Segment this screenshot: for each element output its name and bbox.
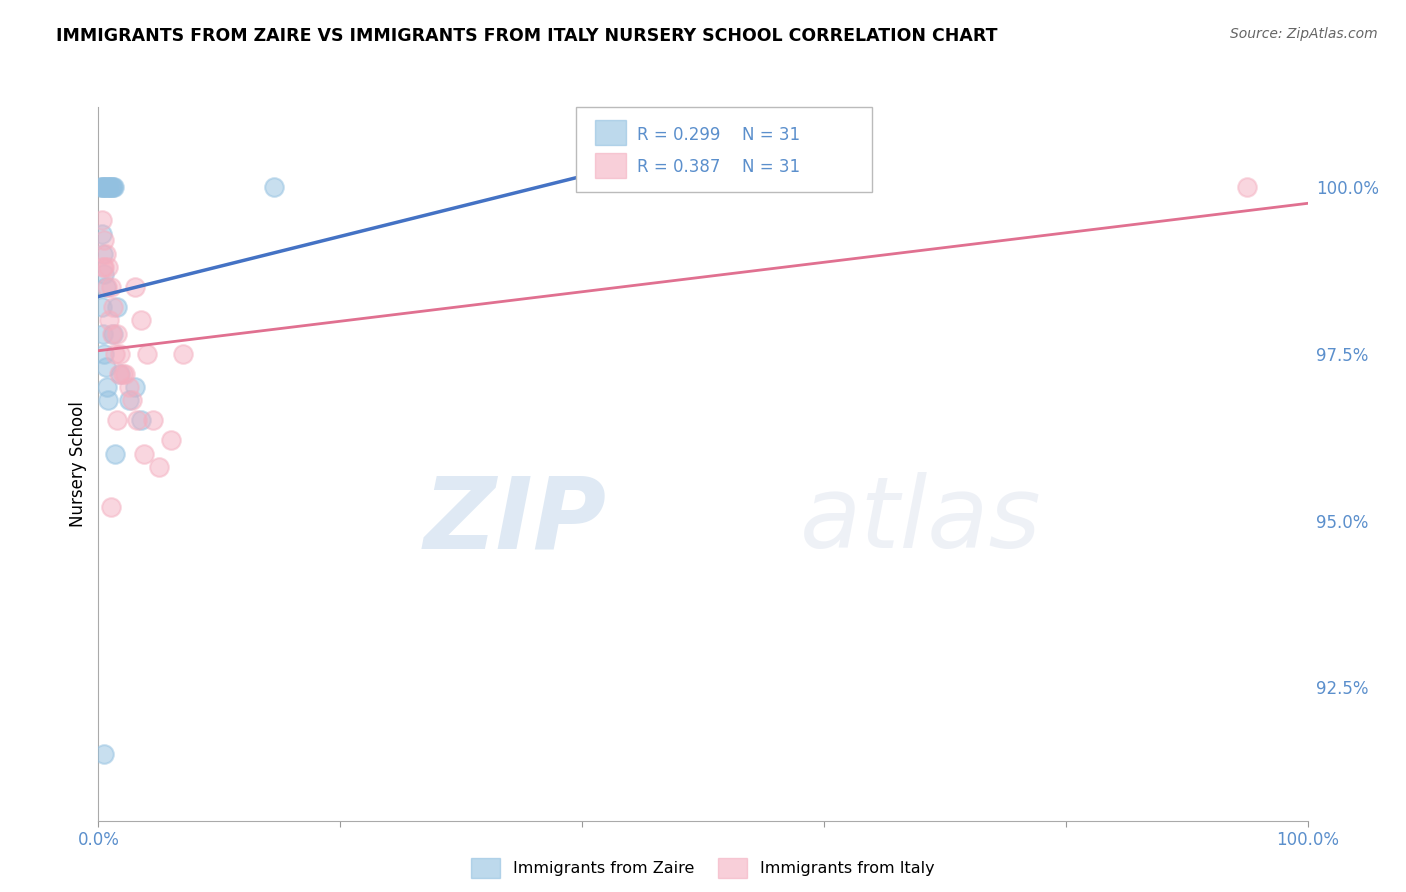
Point bbox=[91, 246, 114, 260]
Point bbox=[105, 300, 128, 314]
Point bbox=[129, 413, 152, 427]
Point bbox=[142, 413, 165, 427]
Point bbox=[129, 313, 152, 327]
Text: ZIP: ZIP bbox=[423, 473, 606, 569]
Text: atlas: atlas bbox=[800, 473, 1042, 569]
Point bbox=[105, 413, 128, 427]
Point bbox=[97, 393, 120, 408]
Point bbox=[108, 367, 131, 381]
Point bbox=[93, 347, 115, 361]
Point bbox=[127, 413, 149, 427]
Text: R = 0.299: R = 0.299 bbox=[637, 126, 720, 144]
Point bbox=[263, 180, 285, 194]
Point bbox=[118, 380, 141, 394]
Point bbox=[97, 180, 120, 194]
Point bbox=[91, 260, 114, 274]
Point bbox=[98, 180, 121, 194]
Point bbox=[105, 326, 128, 341]
Text: R = 0.387: R = 0.387 bbox=[637, 158, 720, 176]
Point bbox=[91, 300, 114, 314]
Text: N = 31: N = 31 bbox=[742, 158, 800, 176]
Point bbox=[111, 367, 134, 381]
Point bbox=[134, 447, 156, 461]
Point bbox=[114, 367, 136, 381]
Point bbox=[135, 347, 157, 361]
Point bbox=[100, 180, 122, 194]
Point bbox=[91, 227, 114, 241]
Point bbox=[94, 280, 117, 294]
Point bbox=[100, 180, 122, 194]
Text: Source: ZipAtlas.com: Source: ZipAtlas.com bbox=[1230, 27, 1378, 41]
Point bbox=[101, 180, 124, 194]
Point bbox=[96, 180, 118, 194]
Point bbox=[124, 280, 146, 294]
Point bbox=[91, 180, 114, 194]
Point bbox=[93, 260, 115, 274]
Text: IMMIGRANTS FROM ZAIRE VS IMMIGRANTS FROM ITALY NURSERY SCHOOL CORRELATION CHART: IMMIGRANTS FROM ZAIRE VS IMMIGRANTS FROM… bbox=[56, 27, 998, 45]
Point bbox=[104, 447, 127, 461]
Point bbox=[104, 347, 127, 361]
Point bbox=[121, 393, 143, 408]
Point bbox=[118, 393, 141, 408]
Point bbox=[91, 326, 114, 341]
Point bbox=[172, 347, 194, 361]
Point bbox=[101, 300, 124, 314]
Point bbox=[100, 326, 122, 341]
Point bbox=[148, 460, 170, 475]
Point bbox=[124, 380, 146, 394]
Point bbox=[94, 180, 117, 194]
Point bbox=[97, 260, 120, 274]
Point bbox=[90, 180, 112, 194]
Point bbox=[93, 234, 115, 248]
Point bbox=[94, 246, 117, 260]
Point bbox=[100, 500, 122, 515]
Point bbox=[108, 347, 131, 361]
Text: N = 31: N = 31 bbox=[742, 126, 800, 144]
Point bbox=[91, 180, 114, 194]
Point bbox=[100, 280, 122, 294]
Point bbox=[108, 367, 131, 381]
Point bbox=[93, 267, 115, 281]
Point bbox=[103, 180, 125, 194]
Point bbox=[101, 326, 124, 341]
Point bbox=[96, 280, 118, 294]
Point bbox=[91, 213, 114, 227]
Point bbox=[96, 380, 118, 394]
Point bbox=[160, 434, 183, 448]
Point bbox=[1236, 180, 1258, 194]
Point bbox=[93, 747, 115, 761]
Legend: Immigrants from Zaire, Immigrants from Italy: Immigrants from Zaire, Immigrants from I… bbox=[465, 852, 941, 884]
Point bbox=[98, 313, 121, 327]
Point bbox=[94, 360, 117, 375]
Point bbox=[93, 180, 115, 194]
Y-axis label: Nursery School: Nursery School bbox=[69, 401, 87, 527]
